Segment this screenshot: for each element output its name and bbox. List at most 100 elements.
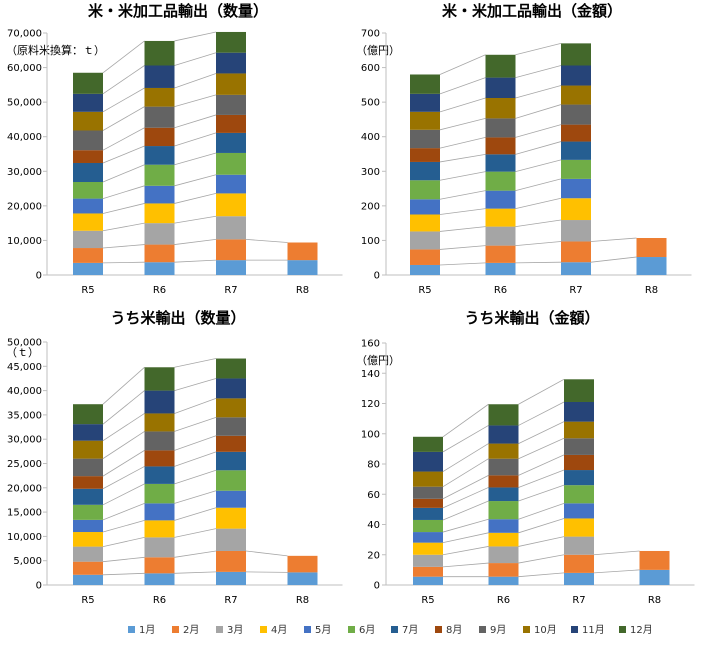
bar-segment-r7-m10 (561, 85, 591, 105)
connector-line (515, 141, 562, 155)
y-tick-label: 50,000 (7, 338, 42, 349)
bar-segment-r5-m9 (73, 130, 103, 151)
bar-segment-r6-m2 (144, 557, 175, 574)
bar-segment-r7-m2 (561, 241, 591, 263)
bar-segment-r5-m6 (413, 519, 443, 533)
connector-line (590, 256, 637, 263)
bar-segment-r8-m2 (639, 550, 670, 570)
connector-line (518, 554, 565, 564)
bar-segment-r7-m4 (561, 198, 591, 221)
bar-segment-r7-m8 (216, 114, 246, 133)
legend-swatch (435, 626, 442, 633)
y-tick-label: 600 (361, 63, 380, 74)
bar-segment-r6-m11 (488, 425, 519, 444)
x-category-label: R8 (648, 595, 661, 606)
y-tick-label: 80 (367, 460, 380, 471)
bar-segment-r7-m1 (216, 260, 246, 275)
y-tick-label: 100 (361, 236, 380, 247)
connector-line (515, 42, 562, 56)
connector-line (518, 454, 565, 476)
connector-line (174, 451, 217, 467)
connector-line (442, 443, 489, 472)
bar-segment-r6-m1 (488, 576, 519, 585)
bar-segment-r5-m3 (73, 230, 103, 249)
bar-segment-r8-m1 (636, 257, 667, 275)
connector-line (174, 174, 217, 187)
bar-segment-r6-m1 (485, 262, 516, 275)
y-tick-label: 100 (361, 429, 380, 440)
chart-panel-value-total: 米・米加工品輸出（金額） （億円） 0 100 200 300 400 500 600 700 R5… (356, 2, 692, 296)
legend-swatch (479, 626, 486, 633)
bar-segment-r6-m9 (144, 431, 175, 451)
x-category-label: R7 (572, 595, 585, 606)
bar-segment-r7-m2 (564, 554, 594, 573)
bar-segment-r5-m7 (73, 488, 103, 505)
legend-label: 1月 (139, 624, 155, 636)
legend-swatch (571, 626, 578, 633)
x-category-label: R5 (418, 285, 431, 296)
connector-line (174, 193, 217, 204)
legend-label: 5月 (315, 624, 331, 636)
bar-segment-r5-m6 (73, 182, 103, 199)
bar-segment-r5-m1 (73, 574, 103, 585)
bar-segment-r7-m10 (564, 421, 594, 439)
y-tick-label: 60 (367, 490, 380, 501)
connector-line (102, 145, 145, 164)
chart-title: 米・米加工品輸出（金額） (442, 2, 622, 20)
bar-segment-r7-m8 (561, 124, 591, 142)
bar-segment-r5-m3 (410, 231, 440, 250)
x-category-label: R7 (224, 595, 237, 606)
bar-segment-r5-m4 (73, 213, 103, 231)
connector-line (174, 469, 217, 485)
connector-line (439, 262, 486, 266)
legend-swatch (172, 626, 179, 633)
bar-segment-r6-m2 (488, 563, 519, 577)
y-tick-label: 35,000 (7, 410, 42, 421)
bar-segment-r7-m9 (564, 438, 594, 455)
connector-line (439, 208, 486, 215)
connector-line (439, 137, 486, 149)
bar-segment-r7-m11 (216, 52, 246, 74)
bar-segment-r5-m11 (410, 93, 440, 112)
y-tick-label: 160 (361, 339, 380, 350)
legend-label: 8月 (446, 624, 462, 636)
series-connectors (439, 42, 637, 266)
connector-line (515, 85, 562, 99)
legend-swatch (304, 626, 311, 633)
bar-segment-r7-m3 (564, 536, 594, 555)
bar-segment-r6-m6 (488, 501, 519, 520)
bar-segment-r5-m5 (413, 532, 443, 543)
bar-segment-r6-m3 (488, 546, 519, 564)
connector-line (102, 106, 145, 131)
bar-segment-r7-m12 (564, 379, 594, 402)
x-category-label: R6 (153, 285, 166, 296)
connector-line (174, 528, 217, 538)
bar-segment-r7-m7 (216, 132, 246, 153)
connector-line (174, 94, 217, 108)
bar-segment-r5-m4 (73, 532, 103, 547)
bar-segment-r6-m8 (144, 450, 175, 467)
legend-swatch (216, 626, 223, 633)
connector-line (515, 159, 562, 173)
bar-segment-r5-m12 (410, 74, 440, 94)
connector-line (174, 435, 217, 451)
x-category-label: R6 (153, 595, 166, 606)
legend-label: 6月 (359, 624, 375, 636)
legend-swatch (348, 626, 355, 633)
connector-line (515, 124, 562, 138)
bar-segment-r5-m12 (73, 404, 103, 425)
connector-line (102, 65, 145, 95)
bar-segment-r5-m8 (410, 148, 440, 162)
legend-swatch (619, 626, 626, 633)
y-tick-label: 25,000 (7, 459, 42, 470)
x-category-label: R7 (569, 285, 582, 296)
bar-segment-r7-m9 (216, 417, 246, 436)
connector-line (174, 571, 217, 574)
connector-line (593, 569, 640, 574)
bar-segment-r6-m9 (485, 118, 516, 138)
connector-line (518, 518, 565, 534)
bar-segment-r7-m8 (216, 435, 246, 452)
connector-line (439, 153, 486, 163)
y-tick-label: 20,000 (7, 483, 42, 494)
